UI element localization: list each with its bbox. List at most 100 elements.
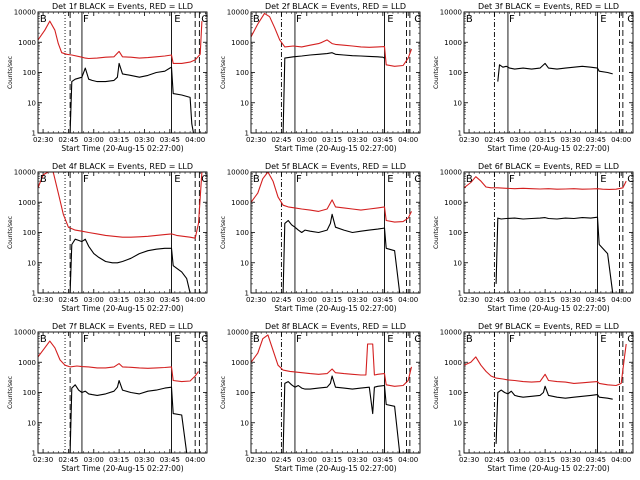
x-tick-label: 03:00 bbox=[510, 136, 530, 144]
series-line-events bbox=[282, 52, 385, 133]
period-marker: B bbox=[253, 14, 260, 25]
series-line-events bbox=[282, 213, 401, 293]
x-tick-label: 03:45 bbox=[373, 296, 393, 304]
y-tick-label: 10 bbox=[453, 419, 462, 427]
period-marker: C bbox=[201, 334, 208, 345]
panel-title: Det 1f BLACK = Events, RED = LLD bbox=[52, 2, 193, 11]
series-line-events bbox=[282, 375, 401, 453]
x-tick-label: 03:00 bbox=[297, 456, 317, 464]
x-tick-label: 02:45 bbox=[271, 296, 291, 304]
x-tick-label: 03:15 bbox=[535, 136, 555, 144]
x-tick-label: 03:45 bbox=[373, 456, 393, 464]
series-line-events bbox=[69, 62, 195, 133]
x-tick-label: 03:15 bbox=[322, 136, 342, 144]
panel-title: Det 2f BLACK = Events, RED = LLD bbox=[265, 2, 406, 11]
y-tick-label: 10000 bbox=[227, 169, 249, 177]
y-tick-label: 1 bbox=[245, 450, 249, 458]
period-marker: F bbox=[296, 14, 302, 25]
x-tick-label: 02:45 bbox=[484, 296, 504, 304]
x-tick-label: 04:00 bbox=[611, 456, 631, 464]
x-tick-label: 02:45 bbox=[58, 456, 78, 464]
y-axis-label: Counts/sec bbox=[220, 376, 227, 409]
x-tick-label: 03:00 bbox=[84, 136, 104, 144]
y-tick-label: 1 bbox=[32, 130, 36, 138]
x-tick-label: 02:45 bbox=[484, 456, 504, 464]
panel-det-8: Det 8f BLACK = Events, RED = LLD 1 10 100 10… bbox=[220, 322, 421, 473]
x-tick-label: 02:45 bbox=[58, 136, 78, 144]
x-axis-label: Start Time (20-Aug-15 02:27:00) bbox=[487, 304, 609, 313]
series-line-lld bbox=[251, 334, 413, 387]
period-marker: E bbox=[600, 14, 606, 25]
series-line-events bbox=[69, 379, 188, 453]
x-axis-label: Start Time (20-Aug-15 02:27:00) bbox=[61, 304, 183, 313]
x-tick-label: 04:00 bbox=[185, 136, 205, 144]
period-marker: F bbox=[509, 174, 515, 185]
period-marker: F bbox=[83, 174, 89, 185]
period-marker: E bbox=[387, 334, 393, 345]
x-tick-label: 03:15 bbox=[109, 296, 129, 304]
series-group bbox=[464, 343, 627, 444]
period-marker: B bbox=[466, 334, 473, 345]
x-tick-label: 03:15 bbox=[535, 456, 555, 464]
x-axis-label: Start Time (20-Aug-15 02:27:00) bbox=[487, 464, 609, 473]
panel-det-2: Det 2f BLACK = Events, RED = LLD 1 10 100 10… bbox=[220, 2, 421, 153]
period-marker: C bbox=[414, 174, 421, 185]
period-marker: E bbox=[387, 174, 393, 185]
y-tick-label: 10 bbox=[27, 419, 36, 427]
x-tick-label: 03:15 bbox=[322, 296, 342, 304]
panel-title: Det 8f BLACK = Events, RED = LLD bbox=[265, 322, 406, 331]
panel-title: Det 7f BLACK = Events, RED = LLD bbox=[52, 322, 193, 331]
plot-frame bbox=[250, 171, 421, 294]
x-tick-label: 02:30 bbox=[459, 456, 479, 464]
y-tick-label: 1000 bbox=[231, 359, 249, 367]
x-tick-label: 02:30 bbox=[246, 136, 266, 144]
x-tick-label: 04:00 bbox=[398, 296, 418, 304]
x-tick-label: 02:45 bbox=[271, 136, 291, 144]
y-tick-label: 1 bbox=[458, 290, 462, 298]
panel-det-6: Det 6f BLACK = Events, RED = LLD 1 10 100 10… bbox=[433, 162, 634, 313]
y-tick-label: 1000 bbox=[18, 39, 36, 47]
x-tick-label: 03:30 bbox=[347, 136, 367, 144]
series-group bbox=[251, 334, 413, 453]
series-line-events bbox=[495, 216, 614, 293]
x-tick-label: 03:30 bbox=[560, 136, 580, 144]
period-marker: C bbox=[627, 334, 634, 345]
period-marker: C bbox=[201, 174, 208, 185]
period-marker: C bbox=[201, 14, 208, 25]
y-tick-label: 100 bbox=[449, 229, 462, 237]
x-tick-label: 02:30 bbox=[459, 136, 479, 144]
x-axis-label: Start Time (20-Aug-15 02:27:00) bbox=[61, 144, 183, 153]
x-tick-label: 03:00 bbox=[510, 456, 530, 464]
period-marker: C bbox=[414, 334, 421, 345]
series-group bbox=[38, 172, 203, 293]
y-tick-label: 1 bbox=[32, 290, 36, 298]
x-tick-label: 03:00 bbox=[84, 296, 104, 304]
y-tick-label: 100 bbox=[236, 229, 249, 237]
x-tick-label: 03:30 bbox=[560, 456, 580, 464]
x-tick-label: 04:00 bbox=[611, 296, 631, 304]
x-tick-label: 03:00 bbox=[297, 136, 317, 144]
period-marker: F bbox=[296, 174, 302, 185]
period-marker: E bbox=[174, 334, 180, 345]
series-line-lld bbox=[38, 172, 203, 239]
x-tick-label: 03:30 bbox=[134, 136, 154, 144]
series-group bbox=[251, 172, 412, 293]
y-tick-label: 1000 bbox=[231, 199, 249, 207]
series-line-events bbox=[497, 62, 613, 82]
y-tick-label: 1000 bbox=[444, 39, 462, 47]
y-tick-label: 10 bbox=[240, 259, 249, 267]
x-tick-label: 03:45 bbox=[373, 136, 393, 144]
x-tick-label: 02:45 bbox=[271, 456, 291, 464]
period-marker: E bbox=[387, 14, 393, 25]
x-axis-label: Start Time (20-Aug-15 02:27:00) bbox=[274, 464, 396, 473]
y-axis-label: Counts/sec bbox=[7, 56, 14, 89]
series-line-lld bbox=[38, 340, 199, 383]
y-tick-label: 10 bbox=[453, 259, 462, 267]
x-tick-label: 04:00 bbox=[611, 136, 631, 144]
y-tick-label: 100 bbox=[449, 389, 462, 397]
period-marker: E bbox=[174, 14, 180, 25]
y-tick-label: 1000 bbox=[18, 199, 36, 207]
x-tick-label: 02:30 bbox=[459, 296, 479, 304]
y-axis-label: Counts/sec bbox=[7, 376, 14, 409]
